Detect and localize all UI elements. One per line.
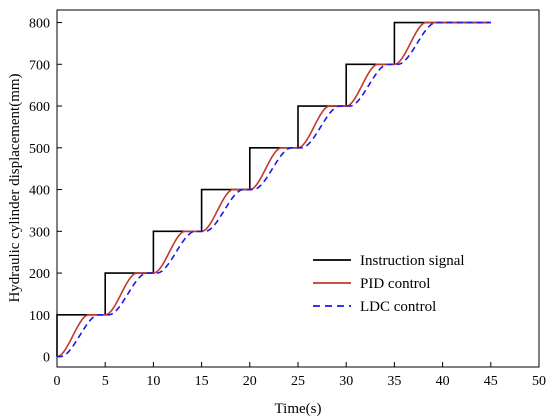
x-tick-label: 0: [54, 374, 61, 389]
series-line-instruction-signal: [56, 21, 491, 357]
x-tick-label: 5: [102, 374, 109, 389]
y-tick-label: 0: [43, 351, 50, 366]
y-tick-label: 800: [29, 17, 50, 32]
series-line-ldc-control: [57, 21, 491, 358]
legend: Instruction signal PID control LDC control: [313, 253, 465, 315]
x-tick-label: 30: [339, 374, 353, 389]
legend-entry-label: PID control: [360, 276, 430, 292]
x-tick-label: 15: [195, 374, 209, 389]
y-tick-label: 200: [29, 267, 50, 282]
legend-entry-label: LDC control: [360, 299, 436, 315]
y-axis: 0 100 200 300 400 500 600 700 800: [29, 17, 62, 366]
x-tick-label: 25: [291, 374, 305, 389]
x-tick-label: 10: [146, 374, 160, 389]
y-tick-label: 100: [29, 309, 50, 324]
y-axis-title: Hydraulic cylinder displacement(mm): [7, 73, 23, 302]
legend-entry-label: Instruction signal: [360, 253, 465, 269]
x-tick-label: 40: [436, 374, 450, 389]
x-tick-label: 50: [532, 374, 546, 389]
x-axis-title: Time(s): [275, 401, 322, 417]
series-layer: [56, 21, 491, 358]
series-line-pid-control: [56, 21, 491, 358]
x-tick-label: 20: [243, 374, 257, 389]
y-tick-label: 500: [29, 142, 50, 157]
y-tick-label: 600: [29, 100, 50, 115]
x-tick-label: 45: [484, 374, 498, 389]
y-tick-label: 300: [29, 225, 50, 240]
y-tick-label: 400: [29, 184, 50, 199]
x-axis: 0 5 10 15 20 25 30 35 40 45 50: [54, 362, 546, 389]
y-tick-label: 700: [29, 58, 50, 73]
x-tick-label: 35: [387, 374, 401, 389]
